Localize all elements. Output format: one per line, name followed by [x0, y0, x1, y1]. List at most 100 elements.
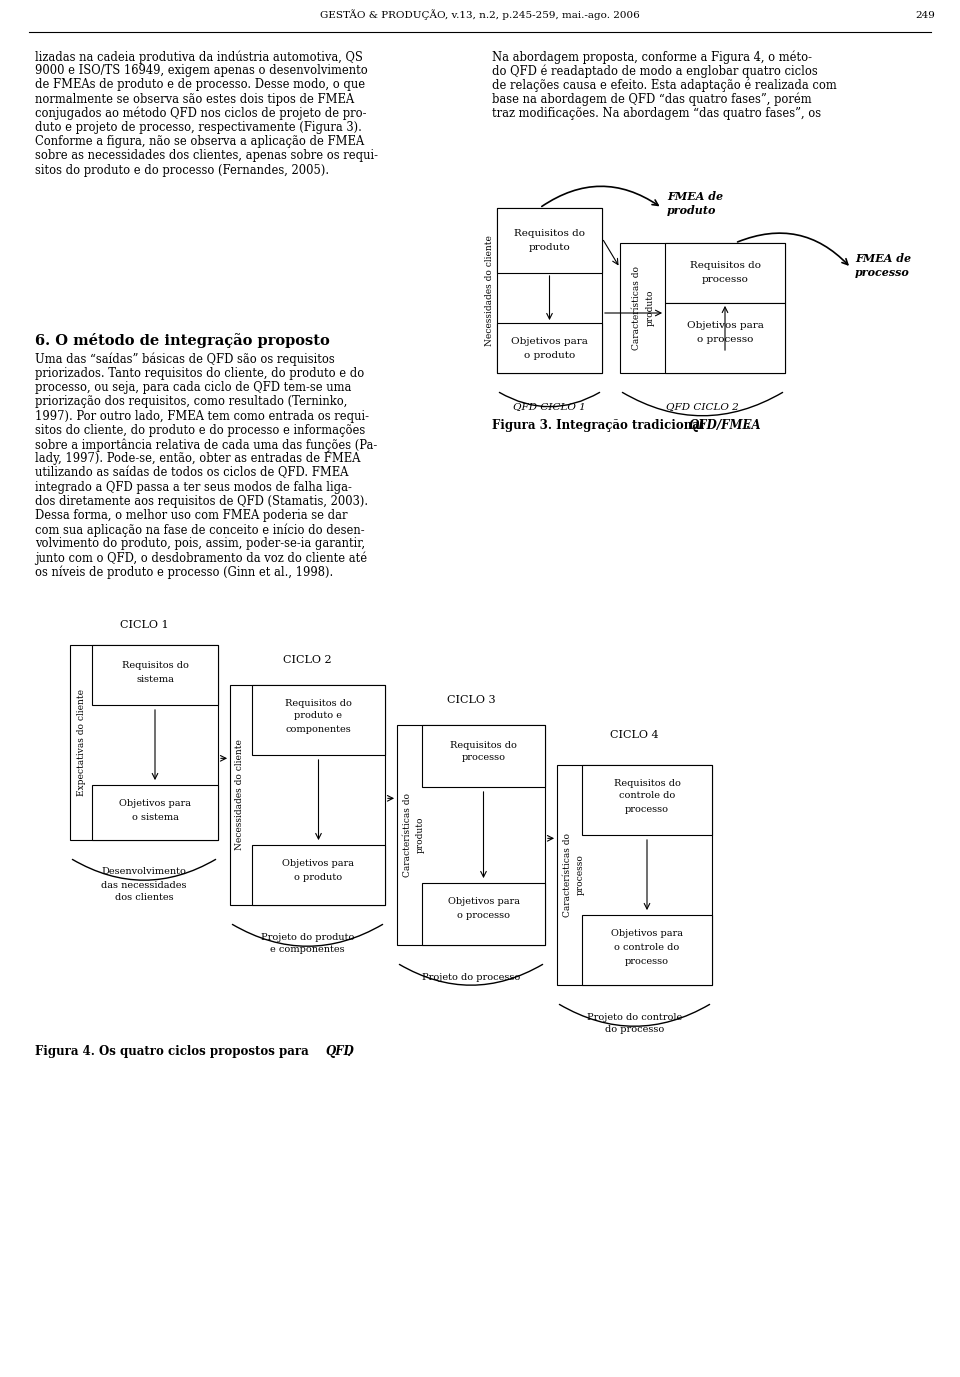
Text: produto e: produto e [295, 712, 343, 720]
Text: dos diretamente aos requisitos de QFD (Stamatis, 2003).: dos diretamente aos requisitos de QFD (S… [35, 494, 368, 508]
Bar [665, 242, 785, 303]
Bar [252, 845, 385, 905]
Bar [422, 726, 545, 788]
Text: com sua aplicação na fase de conceito e início do desen-: com sua aplicação na fase de conceito e … [35, 523, 365, 537]
Bar [70, 644, 218, 840]
Text: priorização dos requisitos, como resultado (Terninko,: priorização dos requisitos, como resulta… [35, 395, 348, 409]
Bar [665, 303, 785, 373]
Text: e componentes: e componentes [270, 946, 345, 954]
Text: QFD CICLO 1: QFD CICLO 1 [514, 402, 586, 412]
Text: sitos do cliente, do produto e do processo e informações: sitos do cliente, do produto e do proces… [35, 424, 365, 437]
Text: o processo: o processo [457, 910, 510, 920]
Text: processo: processo [855, 267, 910, 278]
Text: CICLO 3: CICLO 3 [446, 695, 495, 705]
Text: o sistema: o sistema [132, 812, 179, 822]
Text: Necessidades do cliente: Necessidades do cliente [235, 739, 245, 851]
Text: base na abordagem de QFD “das quatro fases”, porém: base na abordagem de QFD “das quatro fas… [492, 92, 811, 106]
Text: Requisitos do: Requisitos do [122, 661, 188, 669]
Text: Desenvolvimento: Desenvolvimento [102, 868, 186, 877]
Text: CICLO 1: CICLO 1 [120, 620, 168, 631]
Text: Expectativas do cliente: Expectativas do cliente [77, 688, 85, 796]
Bar [397, 726, 545, 945]
Text: produto: produto [529, 244, 570, 252]
Text: o produto: o produto [295, 873, 343, 881]
Text: conjugados ao método QFD nos ciclos de projeto de pro-: conjugados ao método QFD nos ciclos de p… [35, 107, 367, 120]
Text: 6. O método de integração proposto: 6. O método de integração proposto [35, 333, 329, 348]
Text: Objetivos para: Objetivos para [282, 858, 354, 868]
Text: integrado a QFD passa a ter seus modos de falha liga-: integrado a QFD passa a ter seus modos d… [35, 481, 352, 493]
Text: Características do: Características do [563, 833, 571, 917]
Text: Características do: Características do [632, 266, 641, 350]
Bar [620, 242, 785, 373]
Bar [252, 684, 385, 755]
Text: Requisitos do: Requisitos do [285, 698, 352, 708]
Text: Dessa forma, o melhor uso com FMEA poderia se dar: Dessa forma, o melhor uso com FMEA poder… [35, 509, 348, 522]
Text: Figura 3. Integração tradicional: Figura 3. Integração tradicional [492, 419, 708, 431]
Text: Na abordagem proposta, conforme a Figura 4, o méto-: Na abordagem proposta, conforme a Figura… [492, 50, 812, 63]
Text: processo: processo [625, 804, 669, 814]
Text: processo: processo [462, 753, 506, 763]
Text: 249: 249 [915, 11, 935, 19]
Text: produto: produto [416, 817, 424, 854]
Text: Características do: Características do [402, 793, 412, 877]
Text: Objetivos para: Objetivos para [611, 928, 683, 938]
Text: processo: processo [625, 957, 669, 965]
Text: volvimento do produto, pois, assim, poder-se-ia garantir,: volvimento do produto, pois, assim, pode… [35, 537, 365, 551]
Text: produto: produto [667, 205, 716, 216]
Text: QFD: QFD [325, 1045, 354, 1059]
Text: CICLO 4: CICLO 4 [611, 730, 659, 739]
Text: sistema: sistema [136, 675, 174, 683]
Bar [582, 766, 712, 834]
Text: FMEA de: FMEA de [855, 252, 911, 263]
Text: traz modificações. Na abordagem “das quatro fases”, os: traz modificações. Na abordagem “das qua… [492, 107, 821, 120]
Text: GESTÃO & PRODUÇÃO, v.13, n.2, p.245-259, mai.-ago. 2006: GESTÃO & PRODUÇÃO, v.13, n.2, p.245-259,… [320, 10, 640, 21]
Text: .: . [746, 419, 750, 431]
Text: lady, 1997). Pode-se, então, obter as entradas de FMEA: lady, 1997). Pode-se, então, obter as en… [35, 452, 360, 465]
Text: Requisitos do: Requisitos do [514, 229, 585, 237]
Text: junto com o QFD, o desdobramento da voz do cliente até: junto com o QFD, o desdobramento da voz … [35, 552, 367, 565]
Text: Necessidades do cliente: Necessidades do cliente [485, 235, 493, 346]
Text: sobre as necessidades dos clientes, apenas sobre os requi-: sobre as necessidades dos clientes, apen… [35, 149, 378, 162]
Text: FMEA de: FMEA de [667, 190, 723, 201]
Text: normalmente se observa são estes dois tipos de FMEA: normalmente se observa são estes dois ti… [35, 92, 354, 106]
Text: de FMEAs de produto e de processo. Desse modo, o que: de FMEAs de produto e de processo. Desse… [35, 78, 365, 91]
Text: Figura 4. Os quatro ciclos propostos para: Figura 4. Os quatro ciclos propostos par… [35, 1045, 313, 1059]
Text: Projeto do processo: Projeto do processo [421, 972, 520, 982]
Text: Requisitos do: Requisitos do [613, 778, 681, 788]
Bar [230, 684, 385, 905]
Text: componentes: componentes [286, 724, 351, 734]
Text: duto e projeto de processo, respectivamente (Figura 3).: duto e projeto de processo, respectivame… [35, 121, 362, 134]
Text: Conforme a figura, não se observa a aplicação de FMEA: Conforme a figura, não se observa a apli… [35, 135, 364, 149]
Text: dos clientes: dos clientes [114, 894, 174, 902]
Text: QFD CICLO 2: QFD CICLO 2 [666, 402, 739, 412]
Text: do QFD é readaptado de modo a englobar quatro ciclos: do QFD é readaptado de modo a englobar q… [492, 65, 818, 77]
Text: Requisitos do: Requisitos do [689, 260, 760, 270]
Text: de relações causa e efeito. Esta adaptação é realizada com: de relações causa e efeito. Esta adaptaç… [492, 78, 837, 92]
Text: das necessidades: das necessidades [101, 880, 187, 890]
Text: o processo: o processo [697, 336, 754, 344]
Text: Objetivos para: Objetivos para [447, 896, 519, 906]
Text: utilizando as saídas de todos os ciclos de QFD. FMEA: utilizando as saídas de todos os ciclos … [35, 467, 348, 479]
Text: lizadas na cadeia produtiva da indústria automotiva, QS: lizadas na cadeia produtiva da indústria… [35, 50, 363, 63]
Text: processo: processo [702, 275, 749, 285]
Bar [497, 324, 602, 373]
Text: Objetivos para: Objetivos para [119, 799, 191, 807]
Text: Uma das “saídas” básicas de QFD são os requisitos: Uma das “saídas” básicas de QFD são os r… [35, 353, 335, 366]
Text: produto: produto [646, 289, 655, 326]
Text: Objetivos para: Objetivos para [686, 321, 763, 329]
Text: 1997). Por outro lado, FMEA tem como entrada os requi-: 1997). Por outro lado, FMEA tem como ent… [35, 409, 369, 423]
Text: o controle do: o controle do [614, 942, 680, 952]
Text: priorizados. Tanto requisitos do cliente, do produto e do: priorizados. Tanto requisitos do cliente… [35, 368, 364, 380]
Bar [92, 785, 218, 840]
Text: controle do: controle do [619, 792, 675, 800]
Text: do processo: do processo [605, 1026, 664, 1034]
Text: Projeto do produto: Projeto do produto [261, 932, 354, 942]
Bar [422, 883, 545, 945]
Text: Requisitos do: Requisitos do [450, 741, 516, 749]
Text: processo: processo [575, 855, 585, 895]
Bar [497, 208, 602, 373]
Text: o produto: o produto [524, 351, 575, 361]
Bar [557, 766, 712, 985]
Bar [92, 644, 218, 705]
Text: sobre a importância relativa de cada uma das funções (Pa-: sobre a importância relativa de cada uma… [35, 438, 377, 452]
